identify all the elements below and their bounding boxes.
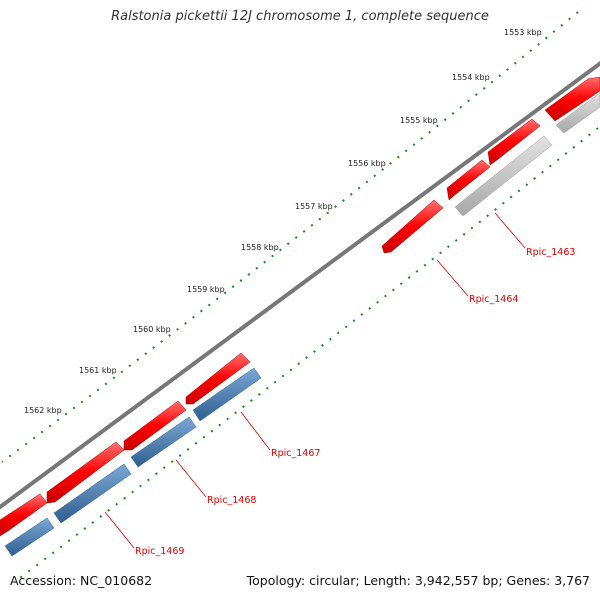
gene-bar[interactable] — [130, 416, 197, 468]
kbp-label: 1556 kbp — [348, 159, 386, 168]
gene-arrow[interactable] — [123, 400, 187, 451]
accession-text: Accession: NC_010682 — [10, 573, 153, 588]
gene-labels: Rpic_1463 Rpic_1464 Rpic_1467 Rpic_1468 … — [135, 247, 575, 557]
gene-bar[interactable] — [53, 463, 132, 524]
reverse-gene-track — [4, 92, 600, 557]
backbone-arc — [0, 60, 600, 510]
map-title: Ralstonia pickettii 12J chromosome 1, co… — [111, 9, 489, 24]
gene-bar[interactable] — [192, 367, 262, 422]
gene-label[interactable]: Rpic_1464 — [469, 294, 518, 305]
kbp-label: 1560 kbp — [133, 325, 171, 334]
gene-arrow[interactable] — [381, 199, 444, 254]
gene-arrow[interactable] — [544, 76, 600, 122]
inner-tick-ruler — [19, 127, 599, 579]
forward-gene-track — [0, 76, 600, 537]
gene-bar[interactable] — [454, 135, 553, 217]
kbp-label: 1559 kbp — [187, 285, 225, 294]
gene-label[interactable]: Rpic_1469 — [135, 546, 184, 557]
kbp-label: 1555 kbp — [400, 116, 438, 125]
gene-bar[interactable] — [555, 92, 600, 134]
gene-arrow[interactable] — [487, 118, 541, 166]
gene-arrow[interactable] — [0, 493, 48, 537]
kbp-label: 1561 kbp — [79, 366, 117, 375]
kbp-label: 1557 kbp — [295, 202, 333, 211]
kbp-label: 1558 kbp — [241, 243, 279, 252]
outer-tick-ruler — [1, 11, 579, 463]
kbp-label: 1554 kbp — [452, 73, 490, 82]
kbp-labels: 1553 kbp 1554 kbp 1555 kbp 1556 kbp 1557… — [24, 28, 542, 415]
gene-label[interactable]: Rpic_1463 — [526, 247, 575, 258]
summary-text: Topology: circular; Length: 3,942,557 bp… — [246, 573, 590, 588]
kbp-label: 1562 kbp — [24, 406, 62, 415]
gene-label[interactable]: Rpic_1468 — [207, 495, 256, 506]
label-leaders — [104, 212, 526, 549]
kbp-label: 1553 kbp — [504, 28, 542, 37]
gene-arrow[interactable] — [446, 159, 491, 201]
gene-arrow[interactable] — [185, 352, 251, 405]
gene-bar[interactable] — [4, 517, 55, 557]
gene-arrow[interactable] — [46, 441, 125, 504]
gene-label[interactable]: Rpic_1467 — [271, 448, 320, 459]
